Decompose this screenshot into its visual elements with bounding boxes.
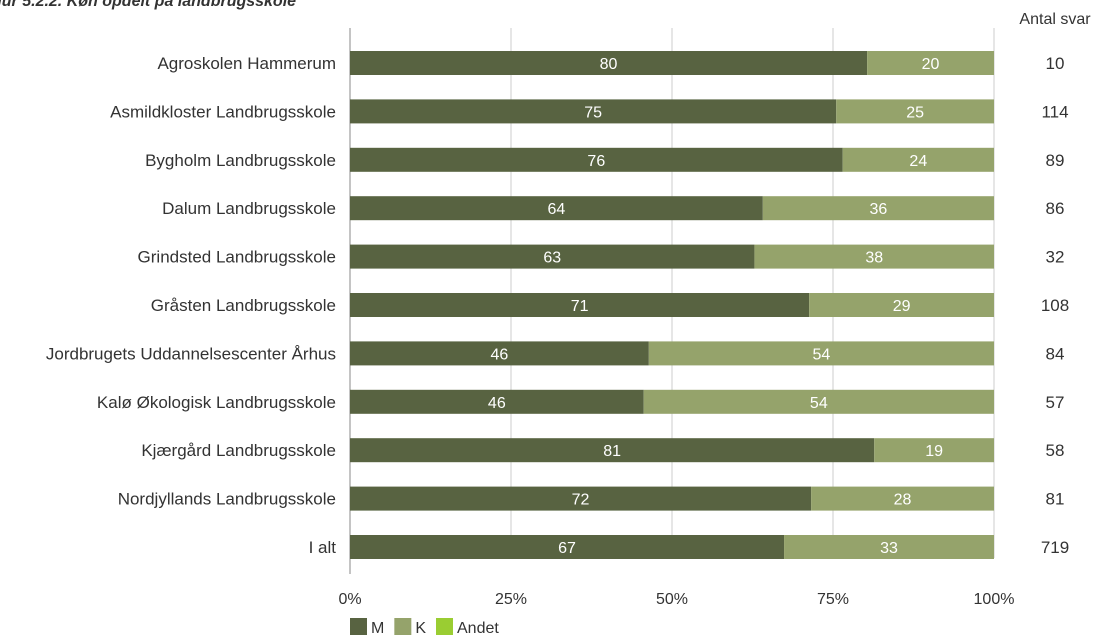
bar-label-m: 63 [543, 250, 561, 267]
count-label: 86 [1046, 199, 1065, 218]
category-label: Bygholm Landbrugsskole [145, 151, 336, 170]
bar-label-k: 54 [813, 346, 831, 363]
bar-m [350, 535, 785, 559]
chart-title: gur 5.2.2. Køn opdelt på landbrugsskole [0, 0, 296, 10]
legend-label: M [371, 620, 384, 637]
category-label: Kjærgård Landbrugsskole [141, 441, 336, 460]
bar-label-k: 19 [925, 443, 943, 460]
bar-k [784, 535, 994, 559]
count-label: 84 [1046, 344, 1065, 363]
count-label: 719 [1041, 538, 1069, 557]
bar-label-m: 81 [603, 443, 621, 460]
bar-label-m: 46 [488, 395, 506, 412]
x-tick-label: 50% [656, 591, 688, 608]
bar-label-m: 72 [572, 492, 590, 509]
bar-label-k: 29 [893, 298, 911, 315]
bar-m [350, 244, 755, 269]
bar-label-m: 75 [584, 104, 602, 121]
category-label: Asmildkloster Landbrugsskole [110, 102, 336, 121]
answer-counts: 10 114 89 86 32 108 84 57 58 81 719 [1041, 54, 1069, 557]
bar-k [643, 389, 994, 414]
bar-k [867, 51, 994, 75]
count-column-header: Antal svar [1019, 11, 1091, 28]
bar-label-k: 24 [909, 153, 927, 170]
legend-swatch [436, 618, 453, 635]
bar-label-m: 46 [491, 346, 509, 363]
x-tick-label: 25% [495, 591, 527, 608]
category-label: Gråsten Landbrugsskole [151, 296, 336, 315]
bar-m [350, 99, 837, 124]
count-label: 108 [1041, 296, 1069, 315]
bar-m [350, 486, 812, 511]
count-label: 114 [1041, 102, 1068, 121]
category-label: I alt [309, 538, 337, 557]
count-label: 81 [1046, 490, 1065, 509]
bar-label-m: 71 [571, 298, 589, 315]
bar-label-k: 25 [906, 104, 924, 121]
count-label: 57 [1046, 393, 1065, 412]
category-label: Agroskolen Hammerum [157, 54, 336, 73]
bar-m [350, 438, 875, 463]
bar-k [836, 99, 994, 124]
legend-swatch [394, 618, 412, 635]
bar-label-k: 38 [865, 250, 883, 267]
bar-k [842, 147, 994, 172]
category-label: Jordbrugets Uddannelsescenter Århus [46, 344, 336, 363]
bar-k [809, 293, 994, 317]
bars: 80 20 75 25 76 24 64 36 63 38 71 29 46 54 46 54 81 19 72 28… [350, 51, 994, 559]
category-label: Nordjyllands Landbrugsskole [118, 490, 336, 509]
count-label: 32 [1046, 248, 1065, 267]
bar-m [350, 293, 810, 317]
bar-k [874, 438, 994, 463]
bar-k [811, 486, 994, 511]
x-axis-ticks: 0% 25% 50% 75% 100% [338, 591, 1014, 608]
count-label: 10 [1046, 54, 1065, 73]
bar-m [350, 341, 649, 366]
bar-label-m: 76 [587, 153, 605, 170]
bar-m [350, 389, 644, 414]
bar-label-k: 33 [880, 540, 898, 557]
bar-label-k: 20 [922, 56, 940, 73]
bar-k [762, 196, 994, 221]
bar-label-k: 36 [870, 201, 888, 218]
bar-label-k: 54 [810, 395, 828, 412]
category-label: Dalum Landbrugsskole [162, 199, 336, 218]
bar-m [350, 147, 843, 172]
bar-label-k: 28 [894, 492, 912, 509]
category-label: Kalø Økologisk Landbrugsskole [97, 393, 336, 412]
legend: M K Andet [350, 618, 499, 637]
bar-label-m: 80 [600, 56, 618, 73]
x-tick-label: 75% [817, 591, 849, 608]
bar-m [350, 51, 868, 75]
count-label: 89 [1046, 151, 1065, 170]
category-labels: Agroskolen Hammerum Asmildkloster Landbru… [46, 54, 336, 557]
bar-k [754, 244, 994, 269]
bar-label-m: 67 [558, 540, 576, 557]
legend-label: Andet [457, 620, 499, 637]
bar-label-m: 64 [548, 201, 566, 218]
x-tick-label: 0% [338, 591, 361, 608]
bar-k [648, 341, 994, 366]
count-label: 58 [1046, 441, 1065, 460]
bar-m [350, 196, 763, 221]
category-label: Grindsted Landbrugsskole [138, 248, 336, 267]
legend-label: K [415, 620, 426, 637]
x-tick-label: 100% [974, 591, 1015, 608]
legend-swatch [350, 618, 367, 635]
